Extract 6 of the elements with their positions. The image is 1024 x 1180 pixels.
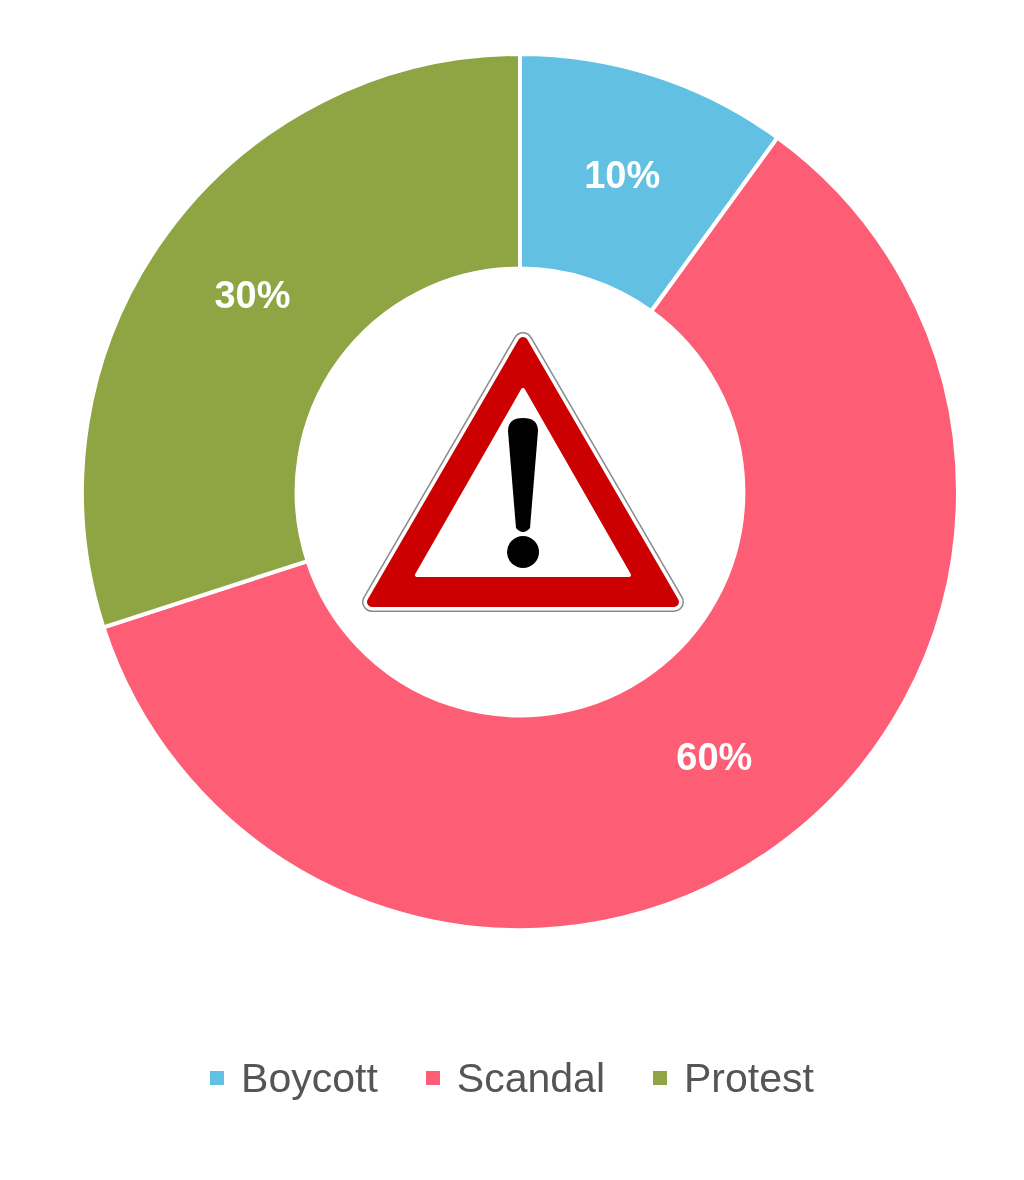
legend-label: Scandal <box>456 1055 605 1101</box>
legend-label: Protest <box>684 1055 814 1101</box>
data-label: 60% <box>676 736 753 779</box>
legend-label: Boycott <box>241 1055 378 1101</box>
data-label: 10% <box>584 153 661 196</box>
data-label: 30% <box>214 274 291 317</box>
